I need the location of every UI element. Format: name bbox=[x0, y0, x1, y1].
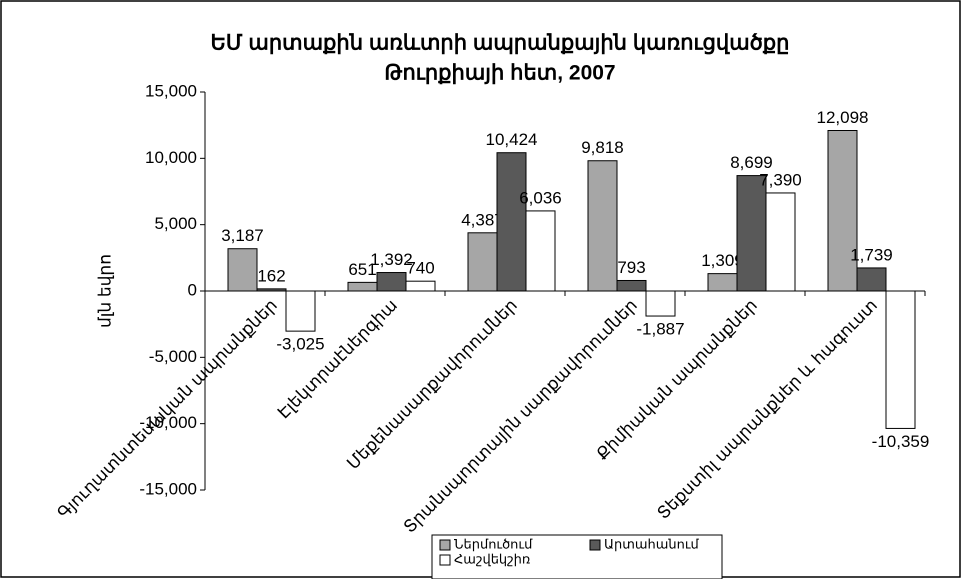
data-label: 651 bbox=[348, 260, 376, 279]
y-tick-label: 15,000 bbox=[145, 81, 197, 100]
legend bbox=[431, 534, 723, 579]
data-label: 793 bbox=[617, 258, 645, 277]
bar bbox=[467, 232, 498, 292]
bar bbox=[405, 280, 436, 292]
bar bbox=[525, 210, 556, 292]
data-label: 3,187 bbox=[221, 226, 264, 245]
legend-label: Արտահանում bbox=[604, 536, 700, 551]
legend-swatch bbox=[439, 554, 451, 566]
bar bbox=[707, 273, 738, 292]
data-label: 8,699 bbox=[730, 153, 773, 172]
bar bbox=[765, 192, 796, 292]
data-label: 4,387 bbox=[461, 210, 504, 229]
data-label: 1,309 bbox=[701, 251, 744, 270]
data-label: 162 bbox=[257, 266, 285, 285]
bar bbox=[736, 175, 767, 292]
legend-swatch bbox=[589, 539, 601, 551]
data-label: 6,036 bbox=[519, 188, 562, 207]
y-tick-label: -10,000 bbox=[139, 413, 197, 432]
bar bbox=[376, 272, 407, 292]
data-label: 7,390 bbox=[759, 170, 802, 189]
bar bbox=[827, 129, 858, 292]
y-tick-label: 10,000 bbox=[145, 148, 197, 167]
bar bbox=[587, 160, 618, 292]
data-label: 1,392 bbox=[370, 250, 413, 269]
data-label: -10,359 bbox=[872, 432, 930, 451]
bar bbox=[616, 279, 647, 292]
data-label: 1,739 bbox=[850, 245, 893, 264]
y-tick-label: -15,000 bbox=[139, 479, 197, 498]
data-label: 12,098 bbox=[817, 108, 869, 127]
y-tick-label: -5,000 bbox=[149, 347, 197, 366]
legend-label: Հաշվեկշիռ bbox=[454, 551, 530, 566]
bar bbox=[227, 248, 258, 292]
bar bbox=[856, 267, 887, 292]
y-axis-label: մլն եվրո bbox=[95, 254, 114, 328]
bar bbox=[496, 152, 527, 292]
chart-title: Թուրքիայի հետ, 2007 bbox=[384, 62, 615, 85]
data-label: 9,818 bbox=[581, 138, 624, 157]
legend-label: Ներմուծում bbox=[454, 536, 533, 551]
y-tick-label: 0 bbox=[188, 280, 197, 299]
data-label: -3,025 bbox=[276, 335, 324, 354]
data-label: 10,424 bbox=[486, 130, 538, 149]
data-label: -1,887 bbox=[636, 320, 684, 339]
bar bbox=[645, 290, 676, 317]
data-label: 740 bbox=[406, 259, 434, 278]
y-tick-label: 5,000 bbox=[154, 214, 197, 233]
bar bbox=[347, 281, 378, 292]
legend-swatch bbox=[439, 539, 451, 551]
bar bbox=[285, 290, 316, 332]
chart-title: ԵՄ արտաքին առևտրի ապրանքային կառուցվածքը bbox=[211, 32, 790, 55]
bar bbox=[885, 290, 916, 429]
